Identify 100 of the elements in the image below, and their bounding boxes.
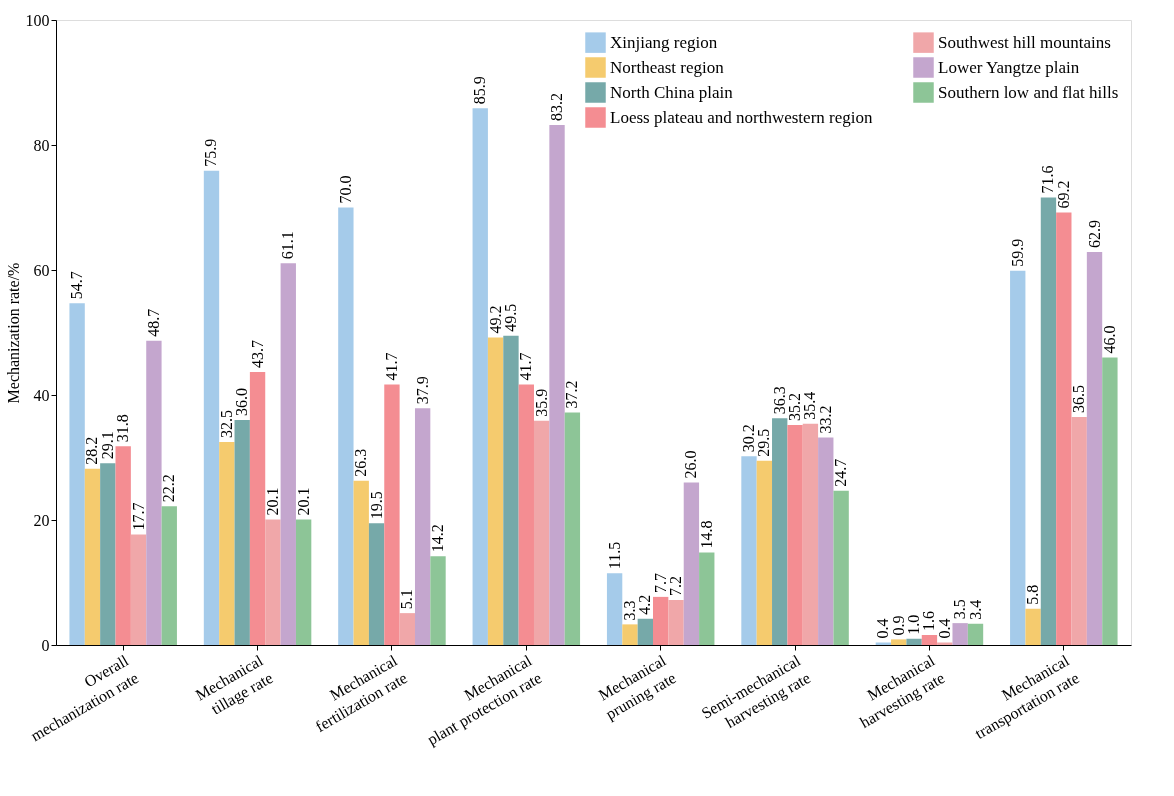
bar <box>564 412 581 645</box>
bar <box>906 638 922 645</box>
y-axis-title: Mechanization rate/% <box>4 262 22 404</box>
data-label: 54.7 <box>68 271 86 300</box>
data-label: 36.3 <box>770 386 788 415</box>
data-label: 62.9 <box>1085 219 1103 248</box>
bar <box>161 506 177 645</box>
bar <box>533 420 550 645</box>
data-label: 1.6 <box>920 611 938 631</box>
bar <box>891 639 907 645</box>
bar <box>818 437 834 645</box>
data-label: 35.4 <box>801 391 819 420</box>
data-label: 30.2 <box>739 424 757 453</box>
y-tick-label: 0 <box>41 636 50 654</box>
data-label: 49.5 <box>501 303 519 332</box>
data-label: 17.7 <box>129 502 147 531</box>
bar <box>518 384 534 645</box>
bar <box>249 371 266 645</box>
bar <box>653 596 669 645</box>
bar <box>549 125 565 645</box>
bar <box>368 523 385 645</box>
data-label: 7.7 <box>651 572 669 593</box>
bar <box>203 170 220 645</box>
data-label: 0.4 <box>935 618 953 639</box>
bar <box>741 456 757 645</box>
data-label: 20.1 <box>294 487 312 516</box>
data-label: 43.7 <box>248 339 266 368</box>
bar <box>1056 212 1072 645</box>
legend-label: North China plain <box>610 82 734 102</box>
data-label: 32.5 <box>217 409 235 438</box>
bar <box>84 468 101 645</box>
data-label: 14.8 <box>697 520 715 549</box>
bar <box>430 556 446 645</box>
data-label: 22.2 <box>160 474 178 503</box>
bar <box>606 573 623 645</box>
bar <box>414 408 431 645</box>
bar <box>265 519 281 645</box>
bar <box>69 303 85 645</box>
data-label: 0.4 <box>874 618 892 639</box>
data-label: 61.1 <box>279 231 297 260</box>
bar <box>1071 416 1087 645</box>
bar <box>967 623 984 645</box>
data-label: 29.5 <box>755 428 773 457</box>
data-label: 46.0 <box>1100 325 1118 354</box>
data-label: 48.7 <box>144 308 162 337</box>
data-label: 36.0 <box>233 388 251 416</box>
bar <box>1010 270 1026 645</box>
y-tick-label: 20 <box>33 511 50 529</box>
bar <box>622 624 638 645</box>
bar <box>833 490 849 645</box>
bar <box>130 534 147 645</box>
data-label: 33.2 <box>816 405 834 434</box>
data-label: 59.9 <box>1008 238 1026 267</box>
data-label: 4.2 <box>636 594 654 615</box>
data-label: 35.9 <box>532 388 550 417</box>
bar <box>280 263 296 645</box>
data-label: 85.9 <box>471 76 489 105</box>
data-label: 14.2 <box>429 524 447 553</box>
bar <box>1086 251 1103 645</box>
bar <box>637 618 654 645</box>
data-label: 71.6 <box>1039 165 1057 194</box>
bar <box>115 446 131 645</box>
bar <box>1102 357 1118 645</box>
data-label: 29.1 <box>98 431 116 460</box>
bar <box>472 108 488 645</box>
y-tick-label: 100 <box>25 11 50 29</box>
bar <box>668 600 684 645</box>
bar <box>399 613 415 645</box>
bar <box>234 420 250 645</box>
data-label: 24.7 <box>832 458 850 487</box>
bar <box>219 441 235 645</box>
bar <box>802 423 819 645</box>
data-label: 5.1 <box>398 589 416 610</box>
data-label: 41.7 <box>517 352 535 381</box>
y-tick-label: 80 <box>33 136 50 154</box>
y-tick-label: 40 <box>33 386 50 404</box>
data-label: 19.5 <box>367 491 385 520</box>
data-label: 75.9 <box>202 138 220 167</box>
data-label: 3.4 <box>966 599 984 620</box>
legend-label: Southwest hill mountains <box>938 32 1111 52</box>
data-label: 3.3 <box>620 600 638 621</box>
data-label: 26.0 <box>682 450 700 479</box>
data-label: 41.7 <box>382 352 400 381</box>
bar <box>100 463 116 645</box>
bar <box>772 418 788 645</box>
bar <box>295 519 312 645</box>
data-label: 11.5 <box>605 541 623 570</box>
data-label: 0.9 <box>889 615 907 636</box>
data-label: 37.9 <box>413 376 431 405</box>
y-tick-label: 60 <box>33 261 50 279</box>
data-label: 49.2 <box>486 305 504 334</box>
bar <box>384 384 400 645</box>
legend-label: Loess plateau and northwestern region <box>610 107 873 127</box>
bar <box>487 337 504 645</box>
data-label: 7.2 <box>667 576 685 596</box>
bar <box>787 425 803 645</box>
bar <box>952 623 968 645</box>
bar <box>338 207 354 645</box>
legend-label: Lower Yangtze plain <box>938 57 1080 77</box>
bar <box>503 335 519 645</box>
